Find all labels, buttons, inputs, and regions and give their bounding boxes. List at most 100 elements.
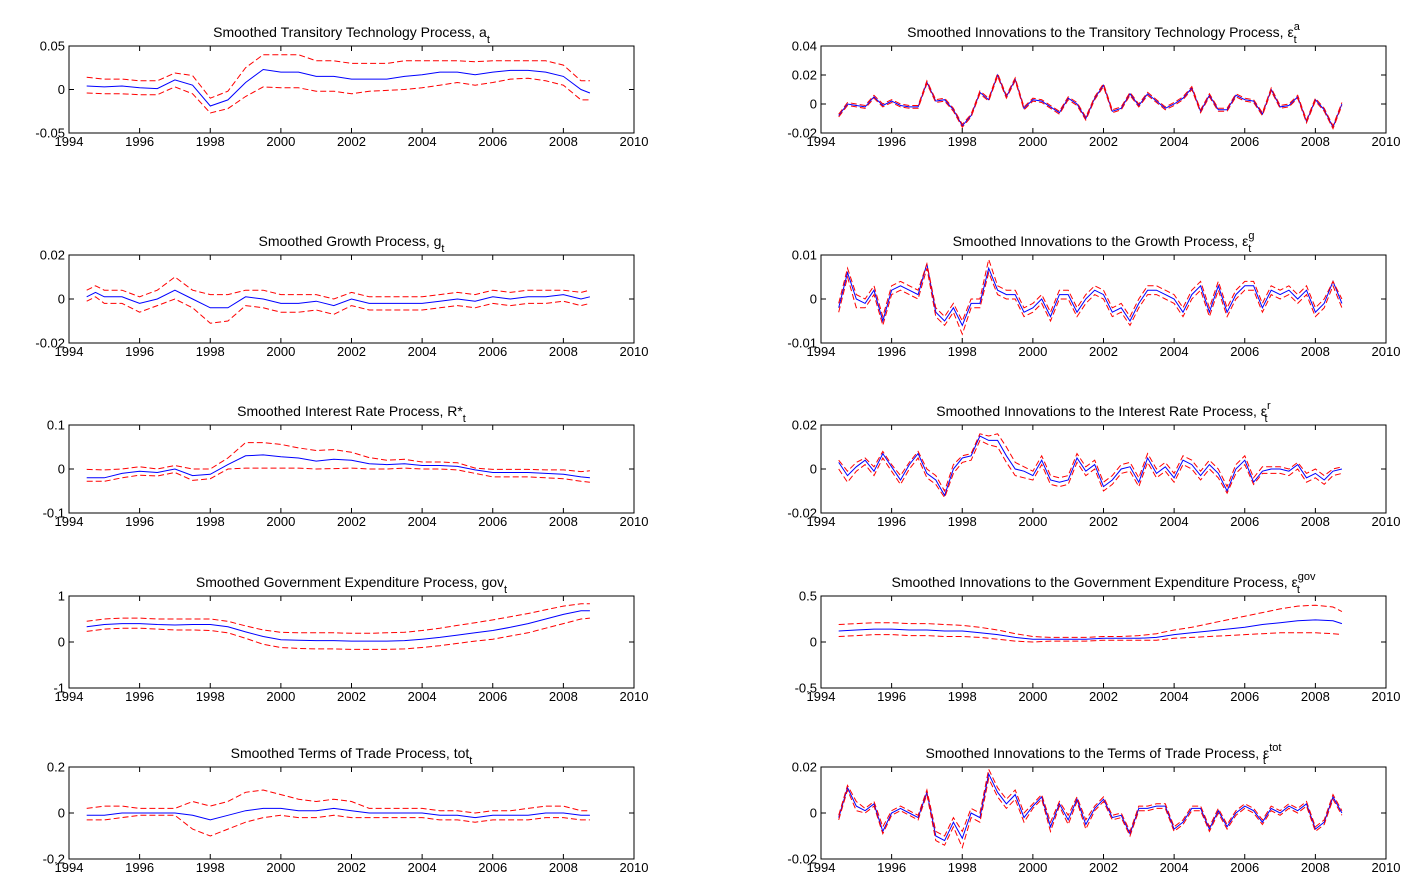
plot-title: Smoothed Innovations to the Terms of Tra… — [926, 742, 1282, 767]
title-symbol: R* — [447, 403, 463, 419]
x-tick-label: 1998 — [196, 860, 225, 875]
x-tick-label: 2010 — [1372, 344, 1401, 359]
y-tick-label: -0.2 — [43, 852, 65, 867]
x-tick-label: 2008 — [549, 134, 578, 149]
title-symbol: ε — [1261, 403, 1267, 419]
plot-frame — [820, 424, 1387, 514]
x-tick-label: 2002 — [1089, 514, 1118, 529]
x-tick-label: 2006 — [478, 689, 507, 704]
x-tick-label: 2006 — [478, 344, 507, 359]
x-tick-label: 1994 — [807, 860, 836, 875]
x-tick-label: 2010 — [1372, 514, 1401, 529]
title-text: Smoothed Terms of Trade Process, — [231, 745, 454, 761]
title-symbol: a — [479, 24, 487, 40]
x-tick-label: 2008 — [1301, 860, 1330, 875]
x-tick-label: 2000 — [1018, 514, 1047, 529]
plot-title: Smoothed Interest Rate Process, R*t — [237, 403, 466, 425]
plot-frame — [68, 45, 635, 134]
x-tick-label: 2010 — [620, 344, 649, 359]
x-tick-label: 2006 — [478, 860, 507, 875]
title-symbol: g — [434, 233, 442, 249]
x-tick-label: 1996 — [877, 344, 906, 359]
confidence-band-line — [838, 74, 1343, 130]
confidence-band-line — [86, 467, 590, 483]
y-tick-label: 0.02 — [40, 248, 65, 263]
title-subscript: t — [469, 755, 472, 767]
confidence-band-line — [86, 276, 591, 300]
x-tick-label: 2002 — [1089, 134, 1118, 149]
x-tick-label: 1994 — [807, 514, 836, 529]
title-text: Smoothed Growth Process, — [259, 233, 434, 249]
x-tick-label: 2002 — [337, 344, 366, 359]
title-text: Smoothed Innovations to the Transitory T… — [907, 24, 1287, 40]
y-tick-label: -1 — [53, 681, 65, 696]
x-tick-label: 2000 — [266, 344, 295, 359]
subplot-3: 1994 1996 1998 2000 2002 2004 2006 2008 2010 -0.0… — [35, 233, 648, 359]
x-tick-label: 2006 — [1230, 860, 1259, 875]
smoothed-estimate-line — [86, 610, 590, 642]
x-tick-label: 2004 — [408, 689, 437, 704]
x-tick-label: 1998 — [948, 514, 977, 529]
x-tick-label: 2004 — [408, 344, 437, 359]
y-tick-label: 0 — [58, 635, 65, 650]
subplot-4: 1994 1996 1998 2000 2002 2004 2006 2008 2010 -0.0… — [787, 230, 1400, 359]
y-tick-label: 0.02 — [792, 760, 817, 775]
plot-title: Smoothed Innovations to the Growth Proce… — [953, 230, 1255, 255]
subplot-7: 1994 1996 1998 2000 2002 2004 2006 2008 2010 -1 0 1… — [53, 574, 648, 704]
x-tick-label: 2006 — [1230, 514, 1259, 529]
x-tick-label: 2006 — [1230, 689, 1259, 704]
x-tick-label: 1998 — [196, 689, 225, 704]
confidence-band-line — [838, 767, 1343, 837]
x-tick-label: 1998 — [948, 689, 977, 704]
y-tick-label: 0 — [810, 635, 817, 650]
y-tick-label: 0 — [810, 806, 817, 821]
x-tick-label: 1994 — [55, 344, 84, 359]
y-tick-label: -0.02 — [787, 506, 817, 521]
y-tick-label: 0 — [810, 462, 817, 477]
title-superscript: g — [1248, 230, 1254, 242]
title-symbol: gov — [481, 574, 504, 590]
y-tick-label: -0.5 — [795, 681, 817, 696]
x-tick-label: 2000 — [1018, 860, 1047, 875]
x-tick-label: 1998 — [196, 344, 225, 359]
title-subscript: t — [1248, 243, 1251, 255]
x-tick-label: 2002 — [1089, 344, 1118, 359]
x-tick-label: 2000 — [1018, 344, 1047, 359]
title-symbol: ε — [1242, 233, 1248, 249]
confidence-band-line — [838, 433, 1343, 493]
x-tick-label: 2008 — [1301, 134, 1330, 149]
y-tick-label: 1 — [58, 589, 65, 604]
smoothed-estimate-line — [838, 435, 1343, 497]
y-tick-label: 0 — [58, 292, 65, 307]
y-tick-label: 0 — [58, 806, 65, 821]
y-tick-label: 0.01 — [792, 248, 817, 263]
title-symbol: ε — [1287, 24, 1293, 40]
x-tick-label: 1994 — [55, 689, 84, 704]
smoothed-estimate-line — [838, 772, 1343, 842]
x-tick-label: 2004 — [1160, 514, 1189, 529]
subplot-10: 1994 1996 1998 2000 2002 2004 2006 2008 2010 -0.0… — [787, 742, 1400, 875]
x-tick-label: 1998 — [196, 134, 225, 149]
x-tick-label: 2010 — [620, 514, 649, 529]
x-tick-label: 2010 — [620, 689, 649, 704]
y-tick-label: 0.04 — [792, 39, 817, 54]
x-tick-label: 2008 — [1301, 344, 1330, 359]
confidence-band-line — [86, 603, 590, 634]
x-tick-label: 2004 — [1160, 134, 1189, 149]
x-tick-label: 2000 — [266, 514, 295, 529]
x-tick-label: 2010 — [1372, 860, 1401, 875]
title-symbol: ε — [1263, 745, 1269, 761]
plot-title: Smoothed Transitory Technology Process, … — [213, 24, 490, 46]
plot-title: Smoothed Terms of Trade Process, tott — [231, 745, 473, 767]
title-text: Smoothed Government Expenditure Process, — [196, 574, 482, 590]
x-tick-label: 2008 — [549, 344, 578, 359]
x-tick-label: 2008 — [549, 514, 578, 529]
x-tick-label: 2004 — [1160, 689, 1189, 704]
smoothed-estimate-line — [838, 619, 1343, 640]
confidence-band-line — [838, 72, 1343, 128]
title-subscript: t — [504, 584, 507, 596]
plot-title: Smoothed Growth Process, gt — [259, 233, 445, 255]
y-tick-label: -0.02 — [787, 126, 817, 141]
x-tick-label: 1994 — [55, 134, 84, 149]
x-tick-label: 1996 — [125, 344, 154, 359]
